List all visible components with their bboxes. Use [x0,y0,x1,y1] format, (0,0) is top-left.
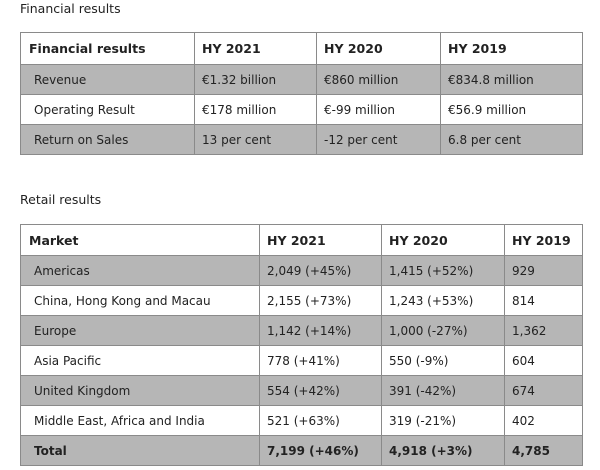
table-cell: 391 (-42%) [381,375,505,406]
table-row: Operating Result €178 million €-99 milli… [20,94,583,125]
column-header: HY 2020 [316,32,441,65]
column-header: Market [20,224,260,256]
column-header: Financial results [20,32,195,65]
table-cell: €-99 million [316,94,441,125]
table-cell: 2,155 (+73%) [259,285,382,316]
table-row: China, Hong Kong and Macau 2,155 (+73%) … [20,285,583,316]
column-header: HY 2020 [381,224,505,256]
table-cell: 1,415 (+52%) [381,255,505,286]
table-row-total: Total 7,199 (+46%) 4,918 (+3%) 4,785 [20,435,583,466]
table-cell: €860 million [316,64,441,95]
table-cell: 814 [504,285,583,316]
table-header-row: Financial results HY 2021 HY 2020 HY 201… [20,32,583,65]
row-label: Total [20,435,260,466]
financial-results-title: Financial results [20,1,121,16]
table-cell: 1,243 (+53%) [381,285,505,316]
row-label: Middle East, Africa and India [20,405,260,436]
table-cell: 6.8 per cent [440,124,583,155]
table-row: Return on Sales 13 per cent -12 per cent… [20,124,583,155]
table-cell: €56.9 million [440,94,583,125]
table-cell: 778 (+41%) [259,345,382,376]
table-cell: 402 [504,405,583,436]
table-cell: 554 (+42%) [259,375,382,406]
table-row: United Kingdom 554 (+42%) 391 (-42%) 674 [20,375,583,406]
table-cell: 319 (-21%) [381,405,505,436]
table-cell: 550 (-9%) [381,345,505,376]
row-label: Operating Result [20,94,195,125]
row-label: Europe [20,315,260,346]
table-cell: 604 [504,345,583,376]
table-cell: 1,000 (-27%) [381,315,505,346]
retail-results-title: Retail results [20,192,102,207]
row-label: Americas [20,255,260,286]
table-cell: 13 per cent [194,124,317,155]
retail-results-table: Market HY 2021 HY 2020 HY 2019 Americas … [20,224,583,466]
column-header: HY 2019 [440,32,583,65]
table-cell: 674 [504,375,583,406]
table-header-row: Market HY 2021 HY 2020 HY 2019 [20,224,583,256]
column-header: HY 2019 [504,224,583,256]
table-cell: 1,142 (+14%) [259,315,382,346]
column-header: HY 2021 [194,32,317,65]
table-cell: 1,362 [504,315,583,346]
table-row: Asia Pacific 778 (+41%) 550 (-9%) 604 [20,345,583,376]
table-cell: €834.8 million [440,64,583,95]
row-label: Revenue [20,64,195,95]
table-cell: €1.32 billion [194,64,317,95]
row-label: China, Hong Kong and Macau [20,285,260,316]
table-cell: 4,785 [504,435,583,466]
table-cell: €178 million [194,94,317,125]
table-cell: 4,918 (+3%) [381,435,505,466]
row-label: United Kingdom [20,375,260,406]
table-row: Europe 1,142 (+14%) 1,000 (-27%) 1,362 [20,315,583,346]
table-row: Americas 2,049 (+45%) 1,415 (+52%) 929 [20,255,583,286]
row-label: Asia Pacific [20,345,260,376]
table-cell: 521 (+63%) [259,405,382,436]
table-cell: 2,049 (+45%) [259,255,382,286]
row-label: Return on Sales [20,124,195,155]
table-cell: -12 per cent [316,124,441,155]
column-header: HY 2021 [259,224,382,256]
table-cell: 7,199 (+46%) [259,435,382,466]
table-row: Middle East, Africa and India 521 (+63%)… [20,405,583,436]
table-row: Revenue €1.32 billion €860 million €834.… [20,64,583,95]
financial-results-table: Financial results HY 2021 HY 2020 HY 201… [20,32,583,155]
table-cell: 929 [504,255,583,286]
